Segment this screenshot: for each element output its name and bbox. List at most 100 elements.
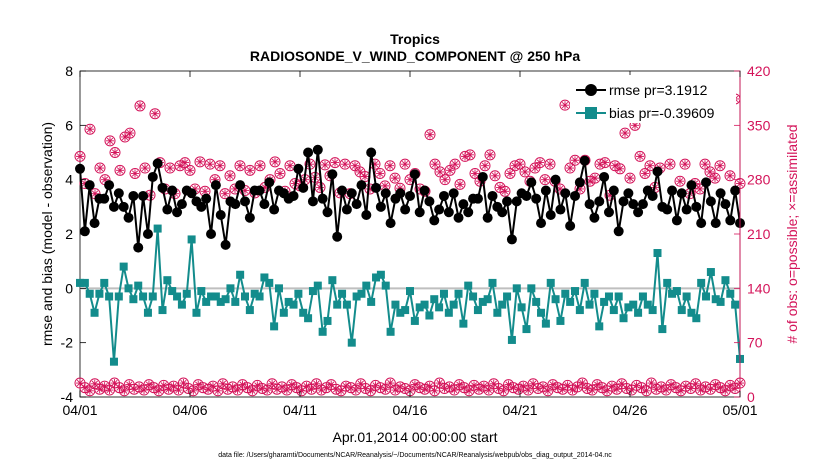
bias-point <box>386 327 395 336</box>
obs-low-assimilated-point <box>115 383 124 392</box>
bias-point <box>726 289 735 298</box>
obs-high-possible-point <box>149 108 161 120</box>
obs-high-assimilated-point <box>711 174 719 183</box>
rmse-point <box>108 201 119 212</box>
y-tick-label: 6 <box>65 117 73 133</box>
obs-high-assimilated-point <box>176 161 184 170</box>
rmse-point <box>206 229 217 239</box>
obs-low-assimilated-point <box>238 380 247 389</box>
obs-high-possible-point <box>384 160 396 172</box>
bias-point <box>352 292 361 301</box>
obs-high-assimilated-point <box>91 189 99 198</box>
obs-high-assimilated-point <box>696 184 704 193</box>
x-tick-label: 04/16 <box>392 402 427 418</box>
rmse-point <box>152 158 163 169</box>
bias-point <box>163 276 172 285</box>
bias-point <box>483 295 492 304</box>
obs-high-possible-point <box>544 158 556 170</box>
bias-point <box>211 292 220 301</box>
rmse-point <box>167 185 178 196</box>
rmse-point <box>545 209 556 220</box>
obs-low-assimilated-point <box>228 382 237 391</box>
obs-high-assimilated-point <box>151 109 159 118</box>
legend: rmse pr=3.1912 bias pr=-0.39609 <box>570 75 736 123</box>
obs-high-assimilated-point <box>101 175 109 184</box>
y2-tick-label: 420 <box>747 63 771 79</box>
bias-point <box>362 281 371 290</box>
bias-point <box>634 308 643 317</box>
obs-high-assimilated-point <box>141 164 149 173</box>
obs-high-possible-point <box>424 129 436 141</box>
rmse-point <box>570 190 580 201</box>
obs-high-possible-point <box>724 170 736 182</box>
obs-low-assimilated-point <box>588 386 597 395</box>
obs-high-possible-point <box>504 167 516 179</box>
obs-low-assimilated-point <box>726 381 735 390</box>
rmse-point <box>681 204 692 215</box>
y-tick-label: -2 <box>61 335 74 351</box>
bias-point <box>207 292 216 301</box>
rmse-point <box>244 212 255 223</box>
y2-tick-label: 0 <box>747 389 755 405</box>
obs-high-assimilated-point <box>716 161 724 170</box>
obs-high-assimilated-point <box>316 183 324 192</box>
obs-high-assimilated-point <box>241 186 249 195</box>
obs-high-assimilated-point <box>191 184 199 193</box>
bias-point <box>609 306 618 315</box>
rmse-point <box>162 204 173 215</box>
obs-high-possible-point <box>489 170 501 182</box>
obs-low-assimilated-point <box>120 386 129 395</box>
rmse-point <box>361 209 372 220</box>
obs-low-assimilated-point <box>701 382 710 391</box>
obs-low-assimilated-point <box>524 386 533 395</box>
rmse-point <box>526 177 537 188</box>
obs-high-assimilated-point <box>681 160 689 169</box>
obs-high-possible-point <box>94 162 106 174</box>
obs-low-assimilated-point <box>450 386 459 395</box>
obs-high-assimilated-point <box>501 187 509 196</box>
rmse-point <box>138 190 149 201</box>
obs-low-assimilated-point <box>667 380 676 389</box>
obs-high-assimilated-point <box>516 160 524 169</box>
obs-high-assimilated-point <box>626 174 634 183</box>
bias-point <box>512 284 521 293</box>
obs-high-possible-point <box>194 156 206 168</box>
rmse-point <box>701 177 712 188</box>
obs-low-assimilated-point <box>706 385 715 394</box>
rmse-point <box>536 218 547 229</box>
obs-low-assimilated-point <box>671 383 680 392</box>
rmse-point <box>497 207 508 218</box>
bias-point <box>299 308 308 317</box>
obs-high-assimilated-point <box>331 158 339 167</box>
obs-low-assimilated-point <box>504 380 513 389</box>
obs-high-assimilated-point <box>446 166 454 175</box>
obs-low-assimilated-point <box>351 386 360 395</box>
obs-low-assimilated-point <box>381 385 390 394</box>
obs-high-assimilated-point <box>726 171 734 180</box>
bias-point <box>658 325 667 334</box>
bias-point <box>668 289 677 298</box>
bias-point <box>119 262 128 271</box>
obs-low-assimilated-point <box>297 386 306 395</box>
rmse-point <box>322 207 333 218</box>
obs-low-assimilated-point <box>686 384 695 393</box>
rmse-point <box>395 188 406 199</box>
bias-point <box>308 287 317 296</box>
bias-point <box>274 284 283 293</box>
y-tick-label: 4 <box>65 172 73 188</box>
obs-high-assimilated-point <box>146 191 154 200</box>
obs-low-assimilated-point <box>76 379 84 388</box>
rmse-point <box>686 180 697 191</box>
bias-point <box>692 314 701 323</box>
rmse-point <box>477 171 488 182</box>
legend-bias-marker <box>585 107 597 119</box>
obs-high-assimilated-point <box>701 160 709 169</box>
rmse-point <box>594 196 605 207</box>
obs-high-assimilated-point <box>636 152 644 161</box>
obs-high-possible-point <box>644 160 656 172</box>
rmse-point <box>409 169 420 180</box>
obs-high-possible-point <box>224 170 236 182</box>
obs-high-assimilated-point <box>556 184 564 193</box>
bias-point <box>381 281 390 290</box>
obs-high-assimilated-point <box>231 184 239 193</box>
